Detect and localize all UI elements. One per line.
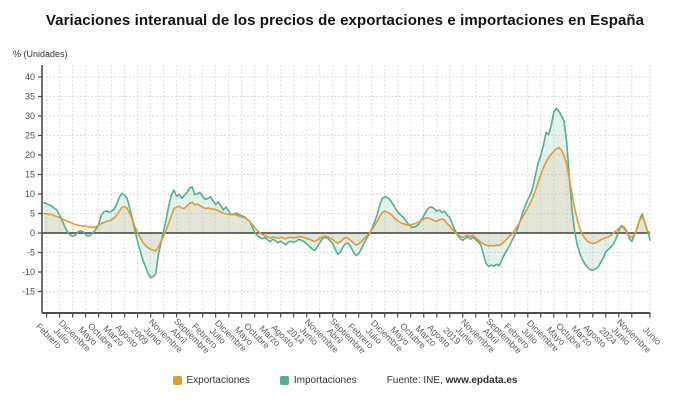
source-prefix: Fuente: INE, [386,375,443,386]
svg-text:-5: -5 [27,248,35,258]
svg-text:40: 40 [25,72,35,82]
svg-text:0: 0 [30,228,35,238]
importaciones-swatch-icon [279,376,289,385]
svg-text:5: 5 [30,209,35,219]
source-link[interactable]: www.epdata.es [445,375,518,386]
svg-text:25: 25 [25,131,35,141]
legend-item-importaciones[interactable]: Importaciones [279,375,357,386]
svg-text:30: 30 [25,111,35,121]
exportaciones-swatch-icon [172,376,182,385]
svg-text:10: 10 [25,189,35,199]
chart-title: Variaciones interanual de los precios de… [45,12,645,29]
legend: Exportaciones Importaciones Fuente: INE,… [0,375,690,386]
legend-label-exportaciones: Exportaciones [186,375,250,386]
plot-area: 4035302520151050-5-10-15FebreroJulioDici… [22,65,663,356]
y-axis-unit-label: % (Unidades) [13,49,68,59]
legend-label-importaciones: Importaciones [293,375,357,386]
svg-text:20: 20 [25,150,35,160]
source-text: Fuente: INE, www.epdata.es [387,375,518,386]
svg-text:15: 15 [25,170,35,180]
svg-text:-15: -15 [22,287,35,297]
svg-text:-10: -10 [22,267,35,277]
legend-item-exportaciones[interactable]: Exportaciones [172,375,250,386]
svg-text:35: 35 [25,92,35,102]
